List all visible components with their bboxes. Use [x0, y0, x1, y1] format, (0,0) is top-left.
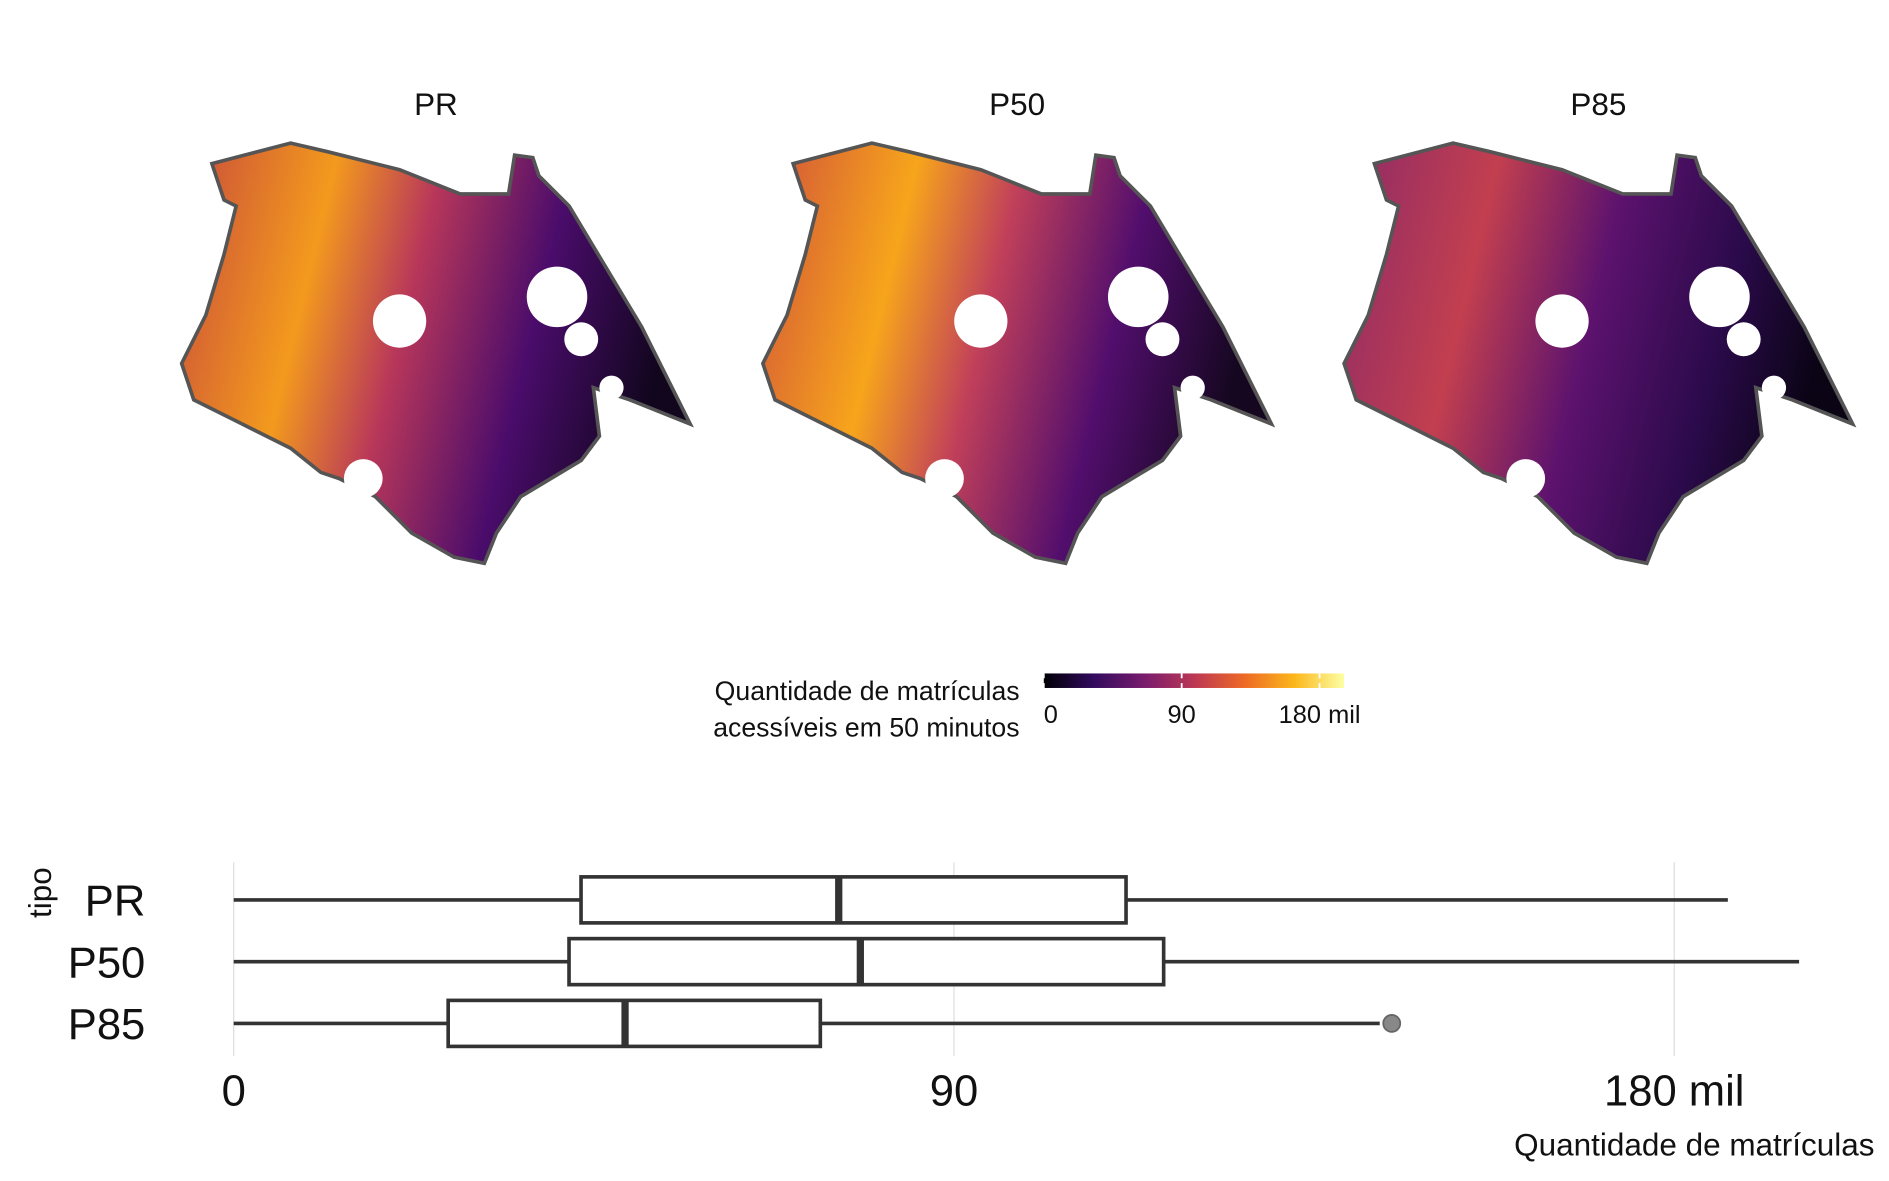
map-gap [954, 294, 1008, 348]
map-panel [760, 141, 1276, 566]
panel-title: P85 [1570, 87, 1626, 122]
map-gap [1761, 375, 1787, 400]
map-gap [564, 322, 599, 357]
box [567, 936, 1166, 987]
colorbar [1043, 673, 1345, 688]
map-gap [1535, 294, 1589, 348]
outlier [1382, 1014, 1402, 1033]
legend-title: acessíveis em 50 minutos [713, 712, 1019, 742]
legend-title: Quantidade de matrículas [715, 676, 1020, 706]
map-area [1342, 141, 1857, 566]
box [579, 875, 1128, 925]
map-gap [372, 294, 427, 348]
map-gap [1107, 266, 1169, 328]
map-gap [1145, 322, 1180, 357]
panel-title: P50 [989, 87, 1045, 122]
map-gap [343, 459, 383, 498]
y-tick-label: PR [85, 878, 146, 926]
colorbar-tick-label: 90 [1168, 701, 1196, 729]
map-gap [925, 459, 964, 498]
y-tick-label: P50 [68, 939, 146, 987]
map-gap [1689, 266, 1750, 328]
x-axis-title: Quantidade de matrículas [1514, 1127, 1874, 1162]
y-axis-title: tipo [23, 867, 58, 918]
map-gap [526, 266, 588, 328]
map-gap [1180, 375, 1205, 400]
map-area [179, 141, 694, 566]
box [446, 998, 823, 1049]
colorbar-tick-label: 0 [1044, 701, 1058, 729]
colorbar-tick-label: 180 mil [1279, 701, 1361, 729]
x-tick-label: 180 mil [1604, 1068, 1744, 1116]
x-tick-label: 90 [930, 1068, 978, 1116]
panel-title: PR [414, 87, 458, 122]
map-gap [599, 375, 624, 400]
map-panel [179, 141, 694, 566]
x-tick-label: 0 [222, 1068, 246, 1116]
y-tick-label: P85 [68, 1001, 146, 1049]
map-area [760, 141, 1276, 566]
map-gap [1726, 322, 1761, 357]
map-gap [1506, 459, 1546, 498]
map-panel [1342, 141, 1857, 566]
